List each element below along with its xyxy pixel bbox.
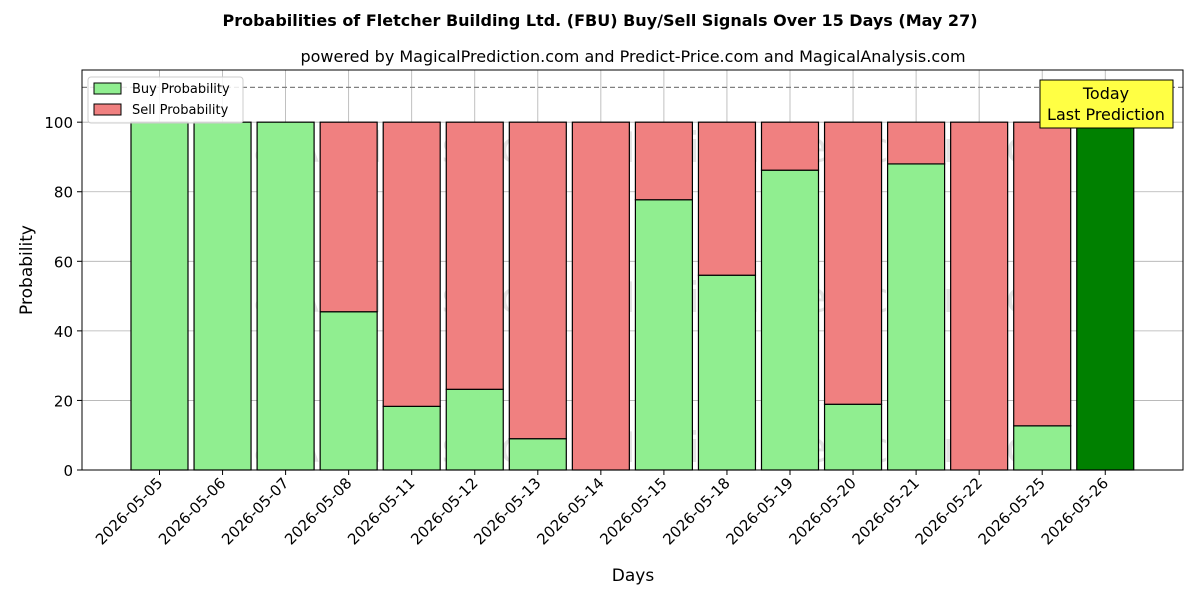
chart-title: Probabilities of Fletcher Building Ltd. … bbox=[222, 11, 977, 30]
buy-bar bbox=[193, 121, 252, 471]
bars-layer bbox=[82, 86, 1183, 471]
sell-bar bbox=[445, 121, 504, 390]
buy-bar bbox=[1076, 121, 1135, 471]
buy-bar bbox=[319, 311, 378, 471]
y-tick-label: 60 bbox=[54, 253, 73, 271]
sell-bar bbox=[1013, 121, 1072, 427]
sell-bar bbox=[508, 121, 567, 440]
buy-bar bbox=[256, 121, 315, 471]
buy-bar bbox=[1013, 425, 1072, 471]
annotation-text: Today bbox=[1082, 84, 1129, 103]
legend-box bbox=[87, 76, 244, 124]
annotation-box bbox=[1039, 79, 1174, 129]
y-tick-label: 40 bbox=[54, 323, 73, 341]
buy-bar bbox=[823, 403, 883, 471]
today-annotation: Today Last Prediction bbox=[1039, 79, 1174, 129]
y-tick-label: 0 bbox=[63, 462, 73, 480]
sell-bar bbox=[886, 121, 946, 165]
annotation-text: Last Prediction bbox=[1047, 105, 1165, 124]
x-tick-label: 2026-05-05 bbox=[92, 474, 166, 548]
y-axis-label: Probability bbox=[17, 225, 37, 315]
legend-label: Buy Probability bbox=[132, 82, 230, 97]
buy-bar bbox=[508, 438, 567, 471]
legend-swatch bbox=[93, 103, 122, 116]
x-tick-label: 2026-05-11 bbox=[344, 474, 418, 548]
buy-bar bbox=[634, 199, 694, 471]
buy-bar bbox=[760, 169, 820, 471]
buy-bar bbox=[382, 405, 441, 471]
y-tick-label: 20 bbox=[54, 392, 73, 410]
sell-bar bbox=[571, 121, 630, 471]
sell-bar bbox=[760, 121, 820, 171]
y-tick-label: 80 bbox=[54, 184, 73, 202]
sell-bar bbox=[634, 121, 694, 201]
x-tick-label: 2026-05-18 bbox=[659, 474, 733, 548]
x-tick-label: 2026-05-12 bbox=[407, 474, 481, 548]
chart-subtitle: powered by MagicalPrediction.com and Pre… bbox=[300, 47, 965, 66]
plot-frame bbox=[81, 69, 1184, 471]
sell-bar bbox=[950, 121, 1009, 471]
x-tick-label: 2026-05-19 bbox=[722, 474, 796, 548]
x-axis-label: Days bbox=[612, 566, 655, 586]
sell-bar bbox=[382, 121, 441, 407]
y-tick-label: 100 bbox=[44, 114, 73, 132]
sell-bar bbox=[319, 121, 378, 313]
buy-bar bbox=[445, 388, 504, 471]
sell-bar bbox=[697, 121, 757, 276]
x-tick-label: 2026-05-25 bbox=[975, 474, 1049, 548]
legend-swatch bbox=[93, 82, 122, 95]
buy-bar bbox=[697, 274, 757, 471]
buy-bar bbox=[130, 121, 189, 471]
sell-bar bbox=[823, 121, 883, 405]
legend-label: Sell Probability bbox=[132, 103, 229, 118]
x-tick-label: 2026-05-26 bbox=[1038, 474, 1112, 548]
buy-bar bbox=[886, 163, 946, 471]
legend: Buy Probability Sell Probability bbox=[87, 76, 244, 124]
